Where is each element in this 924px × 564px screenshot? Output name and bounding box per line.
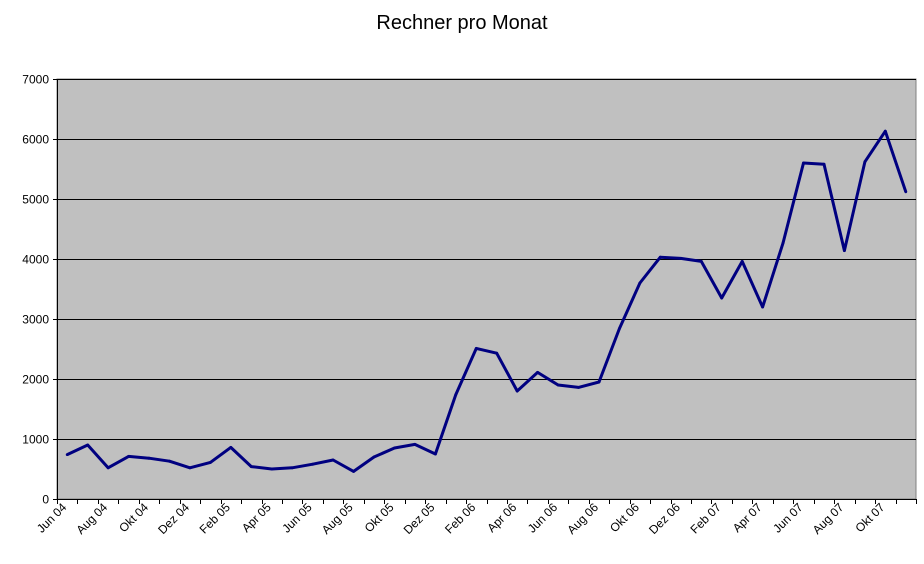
- plot-area: [56, 78, 917, 500]
- data-point: [658, 255, 662, 259]
- data-point: [883, 129, 887, 133]
- data-point: [393, 446, 396, 450]
- data-point: [127, 455, 130, 458]
- data-point: [311, 462, 315, 466]
- x-tick-label: Dez 06: [646, 500, 683, 537]
- x-tick-label: Okt 04: [116, 500, 151, 535]
- data-point: [618, 327, 621, 330]
- x-tick-label: Jun 07: [770, 500, 806, 536]
- data-point: [515, 389, 519, 393]
- x-tick-label: Okt 07: [853, 500, 888, 535]
- data-point: [352, 470, 355, 473]
- data-point: [434, 452, 437, 456]
- data-point: [290, 466, 294, 470]
- series-line: [66, 129, 908, 473]
- data-point: [597, 380, 601, 384]
- x-tick-label: Okt 06: [607, 500, 642, 535]
- data-point: [65, 453, 69, 456]
- data-point: [454, 393, 458, 396]
- y-tick-label: 6000: [22, 133, 49, 147]
- x-tick-label: Aug 06: [564, 500, 601, 537]
- data-point: [372, 455, 376, 459]
- data-point: [679, 257, 683, 260]
- x-tick-label: Apr 05: [239, 500, 274, 535]
- x-tick-label: Feb 05: [197, 500, 234, 537]
- data-point: [904, 190, 908, 194]
- x-tick-label: Apr 07: [730, 500, 765, 535]
- x-tick-label: Jun 06: [525, 500, 561, 536]
- data-point: [106, 466, 110, 470]
- data-point: [802, 161, 805, 165]
- y-tick-label: 7000: [22, 73, 49, 87]
- y-tick-label: 5000: [22, 193, 49, 207]
- data-point: [270, 467, 274, 471]
- data-point: [229, 446, 233, 449]
- data-point: [761, 305, 764, 309]
- data-point: [413, 443, 417, 446]
- x-tick-label: Aug 07: [810, 500, 847, 537]
- x-tick-label: Apr 06: [484, 500, 519, 535]
- x-tick-label: Feb 06: [442, 500, 479, 537]
- data-point: [188, 466, 192, 470]
- data-point: [168, 459, 171, 463]
- y-tick-label: 3000: [22, 313, 49, 327]
- data-point: [209, 461, 212, 464]
- data-point: [536, 371, 539, 374]
- y-tick-label: 2000: [22, 373, 49, 387]
- x-tick-label: Okt 05: [362, 500, 397, 535]
- x-tick-label: Aug 05: [319, 500, 356, 537]
- x-tick-label: Dez 05: [401, 500, 438, 537]
- x-tick-label: Feb 07: [688, 500, 725, 537]
- data-point: [740, 260, 744, 263]
- x-tick-label: Aug 04: [73, 500, 110, 537]
- data-point: [781, 241, 785, 245]
- data-point: [822, 162, 826, 166]
- data-point: [86, 443, 90, 447]
- y-tick-label: 0: [42, 493, 49, 507]
- data-point: [249, 465, 253, 468]
- data-point: [556, 383, 560, 387]
- data-point: [863, 160, 867, 164]
- data-point: [474, 347, 478, 350]
- y-tick-label: 4000: [22, 253, 49, 267]
- data-point: [720, 296, 724, 300]
- data-point: [495, 351, 499, 355]
- data-point: [147, 456, 151, 460]
- x-tick-label: Dez 04: [155, 500, 192, 537]
- x-tick-label: Jun 05: [279, 500, 315, 536]
- y-tick-label: 1000: [22, 433, 49, 447]
- data-point: [577, 386, 580, 389]
- data-point: [843, 249, 846, 253]
- data-point: [699, 260, 703, 263]
- chart-title: Rechner pro Monat: [376, 12, 548, 34]
- data-point: [638, 281, 642, 285]
- x-tick-label: Jun 04: [34, 500, 70, 536]
- data-point: [331, 458, 335, 462]
